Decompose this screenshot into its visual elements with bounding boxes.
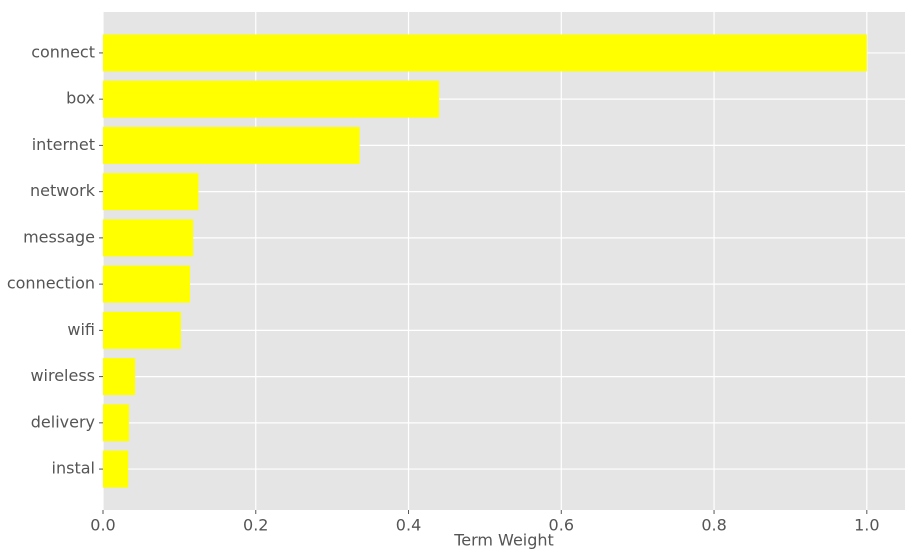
y-tick-label: internet xyxy=(32,135,95,154)
x-tick-label: 0.4 xyxy=(396,516,421,535)
x-tick-label: 0.6 xyxy=(549,516,574,535)
x-tick-label: 0.2 xyxy=(243,516,268,535)
bar xyxy=(103,450,129,488)
y-tick-label: message xyxy=(23,227,95,246)
bar xyxy=(103,219,194,257)
y-tick-label: wifi xyxy=(67,320,95,339)
bar xyxy=(103,126,360,164)
y-tick-label: wireless xyxy=(30,366,95,385)
bar xyxy=(103,80,440,118)
bar xyxy=(103,34,867,72)
y-tick-label: box xyxy=(66,89,95,108)
x-tick-label: 0.0 xyxy=(90,516,115,535)
x-tick-label: 1.0 xyxy=(854,516,879,535)
y-tick-label: connection xyxy=(7,274,95,293)
bar xyxy=(103,311,181,349)
bar xyxy=(103,265,191,303)
y-tick-label: delivery xyxy=(31,412,95,431)
bar xyxy=(103,358,136,396)
x-tick-label: 0.8 xyxy=(701,516,726,535)
y-tick-label: connect xyxy=(31,42,95,61)
y-tick-label: instal xyxy=(52,459,95,478)
y-tick-label: network xyxy=(30,181,96,200)
bar xyxy=(103,173,199,211)
bar xyxy=(103,404,129,442)
x-axis-label: Term Weight xyxy=(453,531,554,550)
